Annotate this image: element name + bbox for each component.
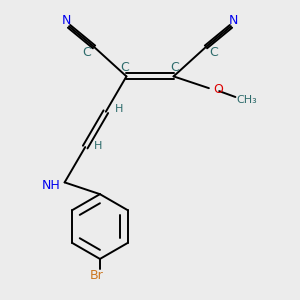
Text: C: C xyxy=(171,61,179,74)
Text: Br: Br xyxy=(90,268,104,282)
Text: C: C xyxy=(209,46,218,59)
Text: NH: NH xyxy=(41,179,60,192)
Text: C: C xyxy=(121,61,129,74)
Text: CH₃: CH₃ xyxy=(237,95,258,105)
Text: N: N xyxy=(229,14,239,27)
Text: H: H xyxy=(94,141,103,151)
Text: H: H xyxy=(115,104,123,114)
Text: N: N xyxy=(61,14,71,27)
Text: O: O xyxy=(213,83,223,96)
Text: C: C xyxy=(82,46,91,59)
